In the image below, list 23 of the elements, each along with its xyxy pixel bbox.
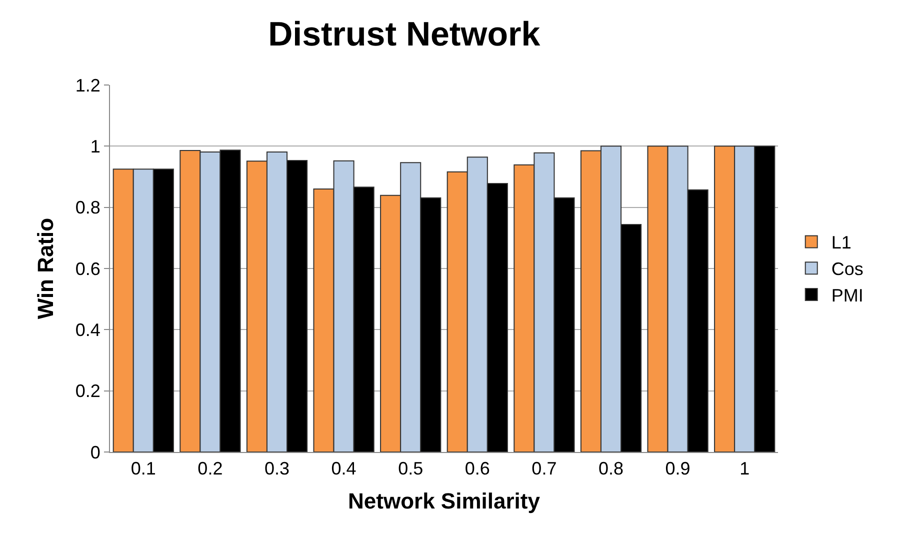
legend-label: Cos (831, 259, 864, 280)
y-tick-label: 1.2 (75, 75, 100, 96)
x-tick-label: 0.7 (532, 458, 557, 479)
x-tick-label: 0.3 (264, 458, 290, 479)
x-tick-label: 0.9 (665, 458, 690, 479)
x-axis-title: Network Similarity (348, 488, 541, 514)
y-tick-label: 0 (90, 442, 100, 462)
legend-label: PMI (831, 286, 864, 306)
x-tick-label: 0.1 (130, 458, 156, 479)
x-tick-label: 0.2 (198, 458, 223, 479)
y-tick-label: 0.4 (75, 320, 100, 340)
x-tick-label: 0.6 (464, 458, 490, 479)
x-tick-label: 0.5 (398, 458, 424, 479)
x-tick-label: 0.4 (331, 458, 356, 479)
y-tick-label: 1 (90, 136, 100, 156)
y-tick-label: 0.6 (75, 258, 100, 279)
y-tick-label: 0.8 (75, 198, 100, 218)
y-axis-title: Win Ratio (33, 218, 58, 320)
legend-label: L1 (831, 232, 852, 253)
x-tick-label: 0.8 (598, 458, 624, 479)
x-tick-label: 1 (740, 458, 750, 479)
chart-title: Distrust Network (268, 15, 540, 54)
y-tick-label: 0.2 (75, 381, 100, 402)
